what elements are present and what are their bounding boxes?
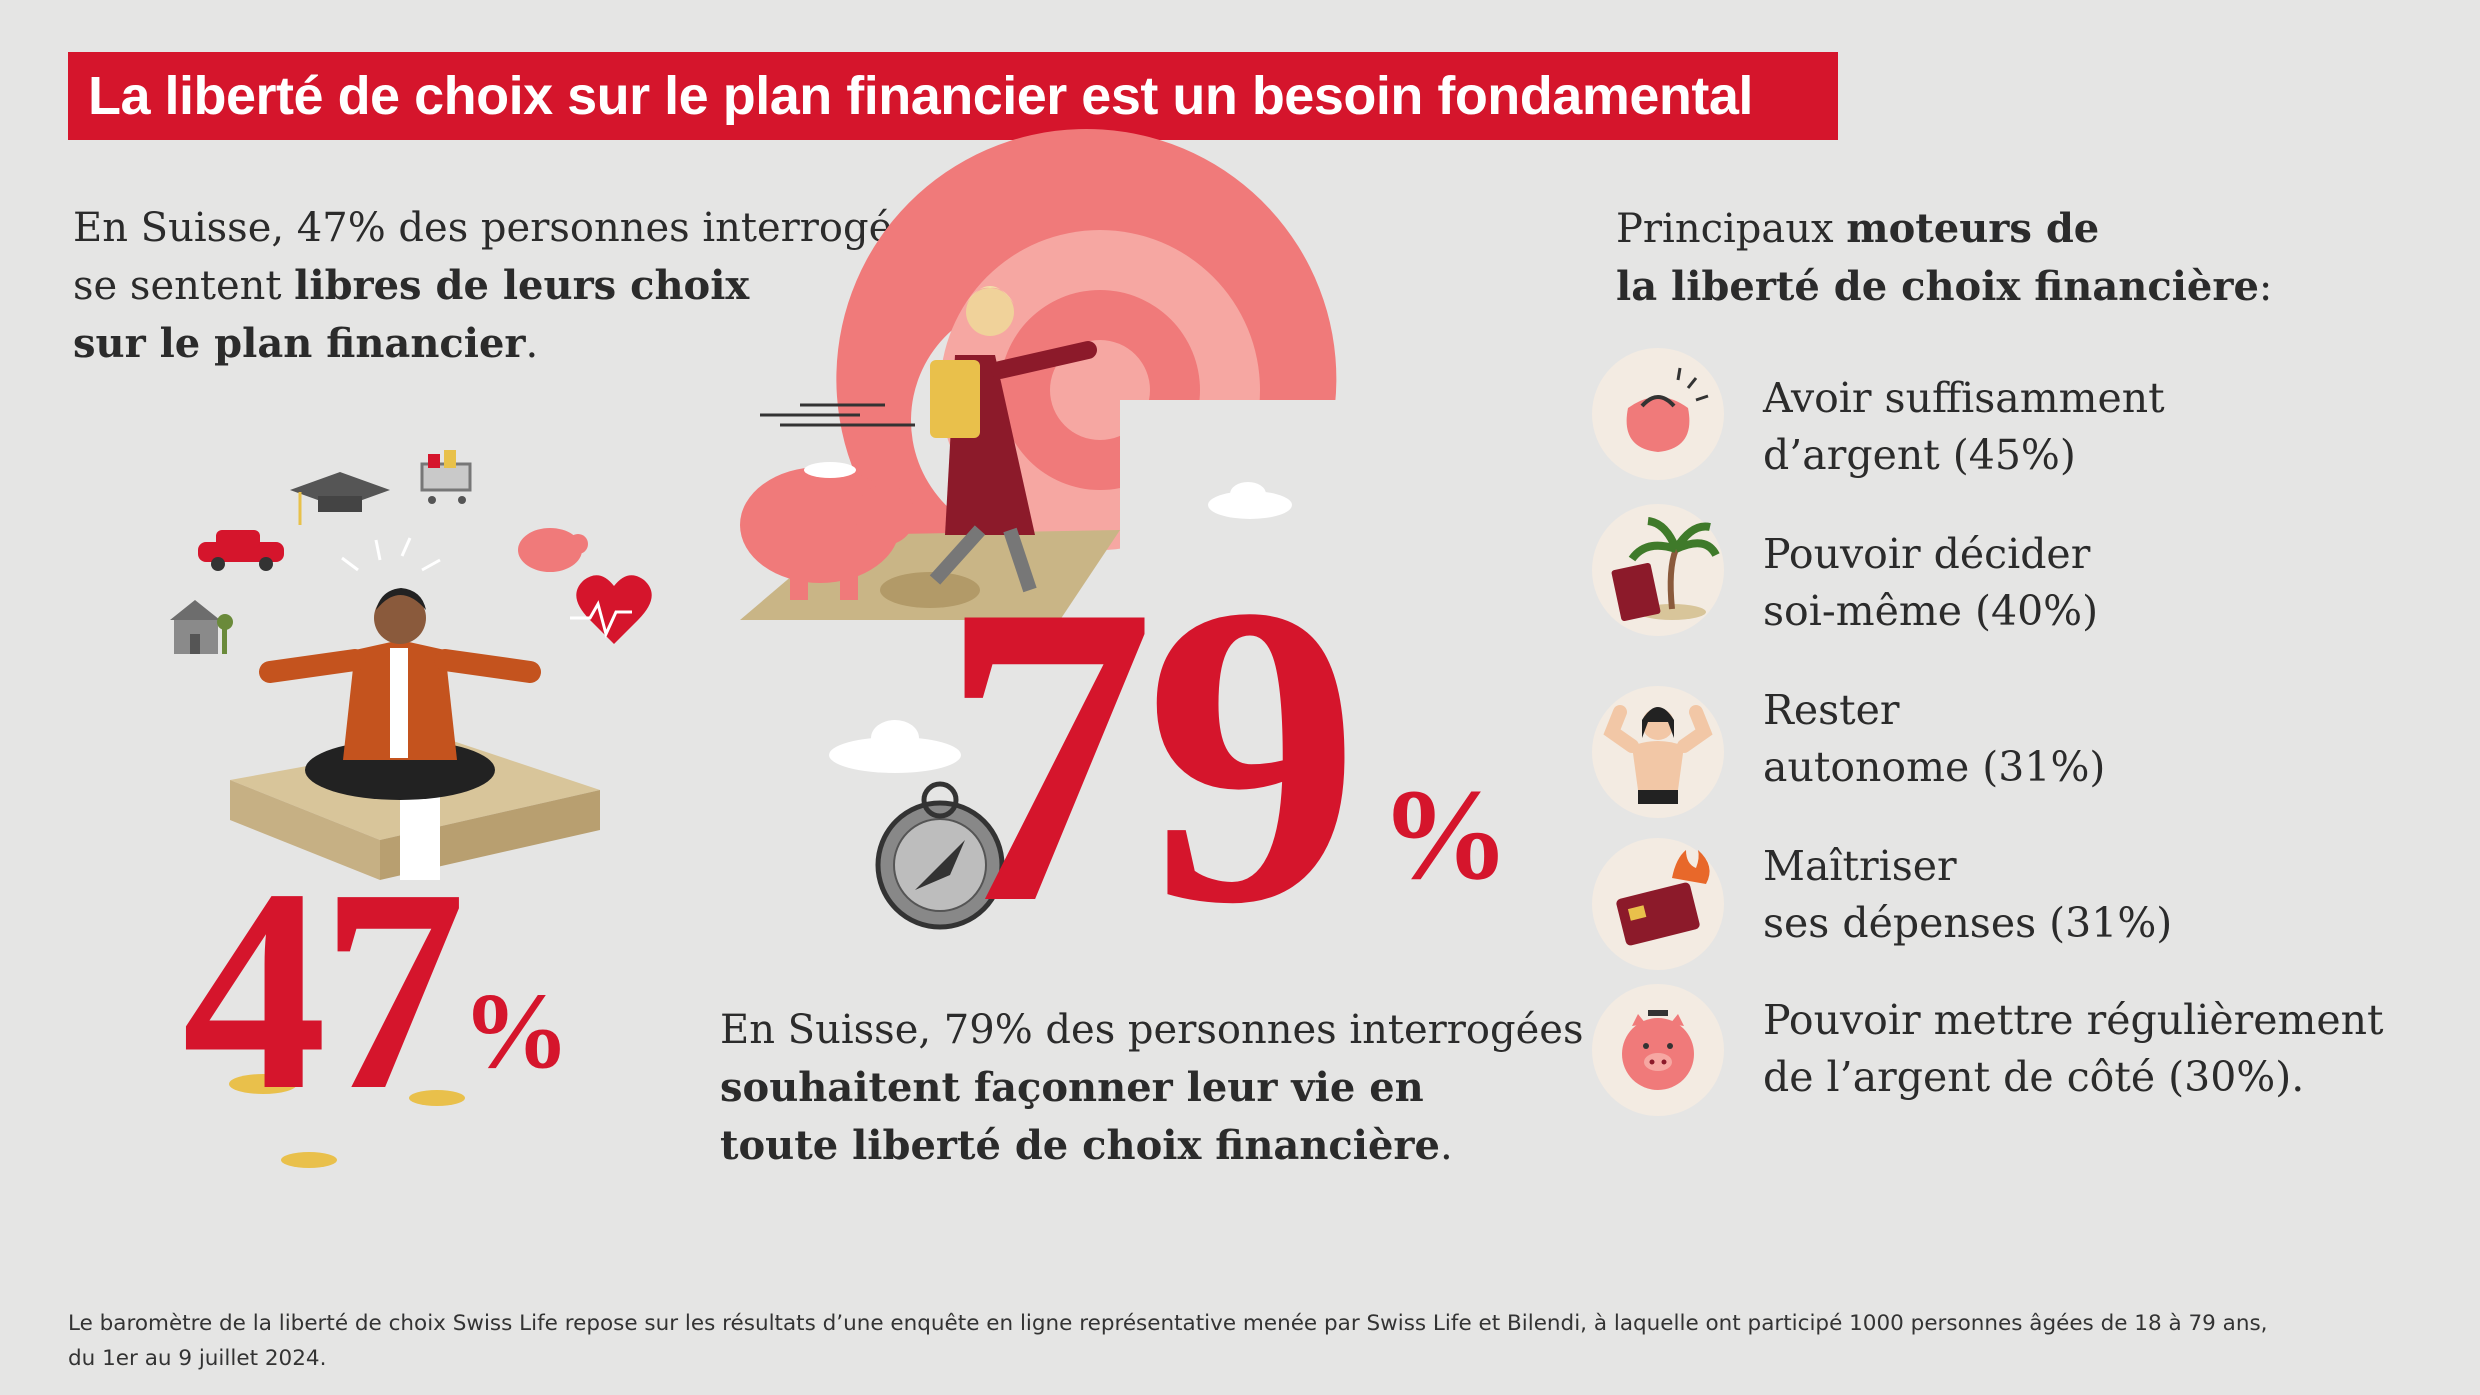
driver-item-2-line2: soi-même (40%) — [1763, 587, 2099, 635]
stat-47-number: 47 — [182, 829, 466, 1150]
piggy-bank-icon — [1592, 984, 1724, 1116]
palm-tree-passport-icon — [1592, 504, 1724, 636]
driver-item-3: Rester autonome (31%) — [1763, 682, 2105, 796]
cloud-icon — [1208, 482, 1292, 519]
coins-illustration — [229, 1074, 465, 1168]
stat-79-number: 79 — [940, 517, 1360, 993]
driver-item-1-line1: Avoir suffisamment — [1763, 374, 2165, 422]
walking-person — [929, 286, 1097, 593]
strong-person-icon — [1592, 686, 1724, 818]
left-intro-bold: libres de leurs choix — [294, 262, 750, 309]
driver-item-1-line2: d’argent (45%) — [1763, 431, 2076, 479]
center-text-period: . — [1439, 1123, 1453, 1169]
driver-item-5-line2: de l’argent de côté (30%). — [1763, 1053, 2305, 1101]
drivers-heading-colon: : — [2258, 264, 2273, 310]
drivers-heading-bold1: moteurs de — [1846, 205, 2100, 252]
center-text-bold2: toute liberté de choix financière — [720, 1122, 1440, 1169]
stat-47-percent: % — [462, 972, 570, 1091]
compass-icon — [875, 781, 1005, 930]
drivers-heading-line2: la liberté de choix financière: — [1616, 258, 2272, 316]
footnote-line2: du 1er au 9 juillet 2024. — [68, 1346, 327, 1371]
piggy-bank — [740, 462, 915, 600]
meditating-person-illustration — [170, 450, 652, 880]
title-banner — [68, 52, 1838, 140]
driver-item-3-line2: autonome (31%) — [1763, 743, 2106, 791]
left-intro-line3: sur le plan financier. — [73, 315, 936, 373]
driver-item-2: Pouvoir décider soi-même (40%) — [1763, 526, 2098, 640]
center-text-bold1: souhaitent façonner leur vie en — [720, 1064, 1424, 1111]
left-intro-bold2: sur le plan financier — [73, 320, 526, 367]
page-title: La liberté de choix sur le plan financie… — [88, 66, 1753, 126]
left-intro-plain: se sentent — [73, 263, 295, 309]
driver-item-1: Avoir suffisamment d’argent (45%) — [1763, 370, 2165, 484]
left-intro-text: En Suisse, 47% des personnes interrogées… — [73, 200, 936, 373]
target-walking-person-illustration — [740, 128, 1350, 930]
shopping-cart-icon — [420, 450, 472, 504]
piggy-bank-small-icon — [518, 528, 588, 572]
driver-item-5: Pouvoir mettre régulièrement de l’argent… — [1763, 992, 2384, 1106]
heart-icon — [570, 575, 652, 644]
car-icon — [198, 530, 284, 571]
center-text: En Suisse, 79% des personnes interrogées… — [720, 1002, 1583, 1175]
footnote-line1: Le baromètre de la liberté de choix Swis… — [68, 1311, 2268, 1336]
speed-lines — [760, 403, 915, 427]
driver-item-2-line1: Pouvoir décider — [1763, 530, 2091, 578]
driver-item-3-line1: Rester — [1763, 686, 1900, 734]
driver-item-4: Maîtriser ses dépenses (31%) — [1763, 838, 2172, 952]
house-icon — [170, 600, 233, 654]
driver-item-4-line2: ses dépenses (31%) — [1763, 899, 2173, 947]
graduation-cap-icon — [290, 472, 390, 525]
center-text-line2: souhaitent façonner leur vie en — [720, 1059, 1583, 1117]
left-intro-line1: En Suisse, 47% des personnes interrogées — [73, 205, 937, 251]
target-icon — [836, 128, 1350, 640]
footnote: Le baromètre de la liberté de choix Swis… — [68, 1306, 2448, 1376]
driver-item-4-line1: Maîtriser — [1763, 842, 1957, 890]
center-text-line1: En Suisse, 79% des personnes interrogées — [720, 1007, 1584, 1053]
purse-icon — [1592, 348, 1724, 480]
center-text-line3: toute liberté de choix financière. — [720, 1117, 1583, 1175]
drivers-heading-line1: Principaux moteurs de — [1616, 200, 2272, 258]
left-intro-line2: se sentent libres de leurs choix — [73, 257, 936, 315]
stat-79-percent: % — [1380, 763, 1510, 907]
drivers-heading-plain: Principaux — [1616, 206, 1847, 252]
left-intro-period: . — [525, 321, 539, 367]
burning-credit-card-icon — [1592, 838, 1724, 970]
cloud-icon-2 — [829, 720, 961, 773]
person — [259, 588, 541, 800]
drivers-heading: Principaux moteurs de la liberté de choi… — [1616, 200, 2272, 316]
driver-item-5-line1: Pouvoir mettre régulièrement — [1763, 996, 2384, 1044]
drivers-heading-bold2: la liberté de choix financière — [1616, 263, 2259, 310]
